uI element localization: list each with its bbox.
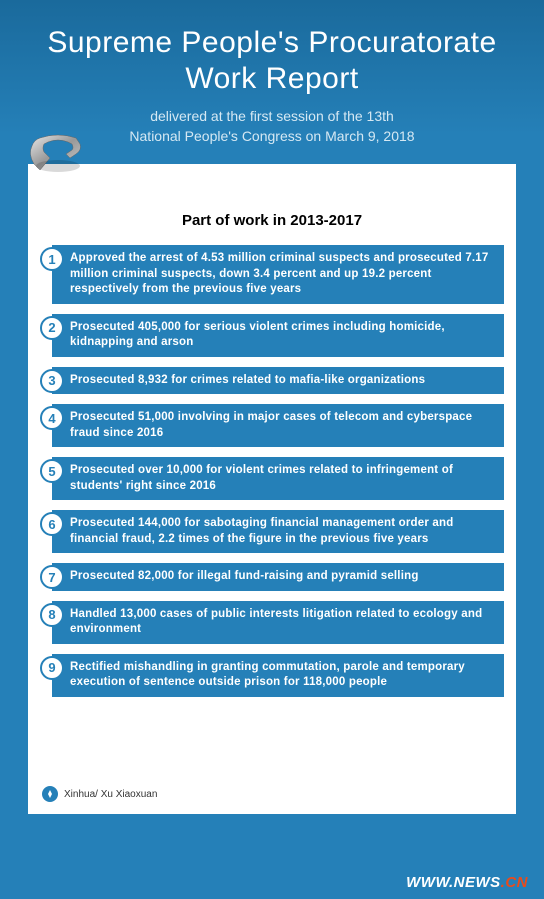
footer-url: WWW.NEWS.CN (406, 874, 528, 891)
item-text: Prosecuted 8,932 for crimes related to m… (52, 367, 504, 395)
list-item: 8Handled 13,000 cases of public interest… (40, 601, 504, 644)
credit-line: Xinhua/ Xu Xiaoxuan (42, 786, 157, 802)
url-main: WWW.NEWS (406, 874, 501, 891)
item-text: Rectified mishandling in granting commut… (52, 654, 504, 697)
list-item: 1Approved the arrest of 4.53 million cri… (40, 245, 504, 304)
list-item: 2Prosecuted 405,000 for serious violent … (40, 314, 504, 357)
list-item: 7Prosecuted 82,000 for illegal fund-rais… (40, 563, 504, 591)
main-title: Supreme People's Procuratorate Work Repo… (20, 25, 524, 97)
item-number: 8 (40, 603, 64, 627)
item-number: 2 (40, 316, 64, 340)
title-line-1: Supreme People's Procuratorate (47, 26, 496, 59)
subtitle-line-2: National People's Congress on March 9, 2… (129, 128, 414, 144)
paper-card: Part of work in 2013-2017 1Approved the … (28, 164, 516, 814)
item-number: 9 (40, 656, 64, 680)
item-text: Prosecuted 51,000 involving in major cas… (52, 404, 504, 447)
section-title: Part of work in 2013-2017 (40, 212, 504, 229)
item-text: Prosecuted 82,000 for illegal fund-raisi… (52, 563, 504, 591)
item-number: 1 (40, 247, 64, 271)
item-text: Handled 13,000 cases of public interests… (52, 601, 504, 644)
list-item: 9Rectified mishandling in granting commu… (40, 654, 504, 697)
list-item: 3Prosecuted 8,932 for crimes related to … (40, 367, 504, 395)
item-text: Prosecuted 405,000 for serious violent c… (52, 314, 504, 357)
item-text: Prosecuted over 10,000 for violent crime… (52, 457, 504, 500)
list-item: 6Prosecuted 144,000 for sabotaging finan… (40, 510, 504, 553)
source-logo-icon (42, 786, 58, 802)
url-suffix: .CN (501, 874, 528, 891)
item-number: 3 (40, 369, 64, 393)
item-text: Prosecuted 144,000 for sabotaging financ… (52, 510, 504, 553)
items-list: 1Approved the arrest of 4.53 million cri… (40, 245, 504, 697)
title-line-2: Work Report (185, 62, 358, 95)
list-item: 4Prosecuted 51,000 involving in major ca… (40, 404, 504, 447)
item-text: Approved the arrest of 4.53 million crim… (52, 245, 504, 304)
paperclip-icon (20, 130, 96, 186)
credit-text: Xinhua/ Xu Xiaoxuan (64, 789, 157, 800)
list-item: 5Prosecuted over 10,000 for violent crim… (40, 457, 504, 500)
subtitle-line-1: delivered at the first session of the 13… (150, 108, 394, 124)
